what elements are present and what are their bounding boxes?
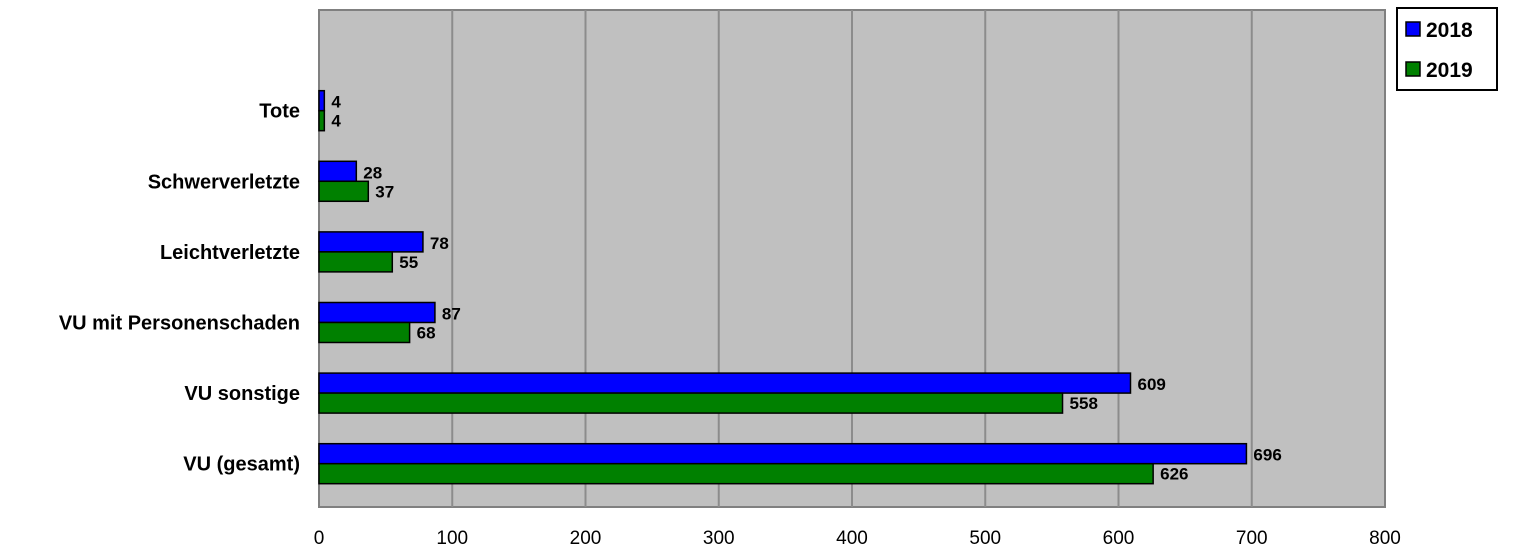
- gridlines: [451, 10, 1253, 507]
- data-label-2018: 4: [331, 93, 341, 112]
- x-tick-label: 0: [314, 528, 325, 549]
- bar-2018: [318, 301, 436, 324]
- x-tick-label: 200: [570, 528, 602, 549]
- bar-2019: [318, 462, 1154, 485]
- legend-swatch-2018: [1405, 21, 1421, 37]
- legend-label-2019: 2019: [1426, 59, 1473, 82]
- data-label-2019: 37: [375, 182, 394, 201]
- data-label-2018: 87: [442, 304, 461, 323]
- data-label-2018: 28: [363, 163, 382, 182]
- data-label-2019: 55: [399, 253, 418, 272]
- data-label-2019: 626: [1160, 465, 1188, 484]
- category-labels: Tote Schwerverletzte Leichtverletzte VU mit…: [59, 101, 300, 476]
- category-label: VU mit Personenschaden: [59, 312, 300, 334]
- bar-2019: [318, 392, 1064, 414]
- legend-swatch-2019: [1405, 61, 1421, 77]
- data-label-2018: 78: [430, 234, 449, 253]
- category-label: Leichtverletzte: [160, 242, 300, 264]
- x-tick-label: 400: [836, 528, 868, 549]
- x-tick-label: 300: [703, 528, 735, 549]
- bar-2018: [318, 231, 424, 253]
- bars: [318, 89, 1248, 485]
- data-label-2019: 4: [331, 112, 341, 131]
- category-label: Schwerverletzte: [148, 171, 300, 193]
- category-label: Tote: [259, 101, 300, 123]
- x-tick-label: 600: [1103, 528, 1135, 549]
- x-tick-label: 800: [1369, 528, 1401, 549]
- x-tick-label: 500: [969, 528, 1001, 549]
- data-label-2019: 68: [417, 323, 436, 342]
- x-tick-labels: 0 100 200 300 400 500 600 700 800: [314, 528, 1401, 549]
- legend-label-2018: 2018: [1426, 19, 1473, 42]
- data-label-2018: 696: [1253, 446, 1281, 465]
- bar-2018: [318, 160, 358, 183]
- x-tick-label: 700: [1236, 528, 1268, 549]
- bar-2018: [318, 442, 1248, 465]
- category-label: VU sonstige: [184, 383, 300, 405]
- data-label-2018: 609: [1137, 375, 1165, 394]
- category-label: VU (gesamt): [183, 454, 300, 476]
- data-label-2019: 558: [1070, 394, 1098, 413]
- bar-2018: [318, 89, 326, 112]
- bar-2019: [318, 321, 411, 344]
- bar-2019: [318, 180, 370, 203]
- bar-2018: [318, 372, 1132, 394]
- x-tick-label: 100: [436, 528, 468, 549]
- bar-2019: [318, 251, 394, 273]
- legend: 2018 2019: [1396, 7, 1498, 91]
- bar-2019: [318, 109, 326, 132]
